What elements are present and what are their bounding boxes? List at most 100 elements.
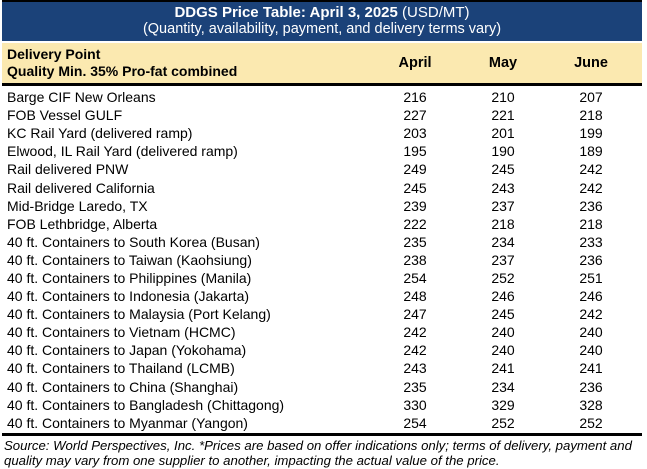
- delivery-point-cell: 40 ft. Containers to Philippines (Manila…: [7, 269, 252, 286]
- table-row: 40 ft. Containers to Indonesia (Jakarta)…: [2, 287, 642, 305]
- month-header-may: May: [488, 54, 518, 71]
- delivery-point-cell: 40 ft. Containers to Taiwan (Kaohsiung): [7, 251, 252, 268]
- delivery-point-cell: Barge CIF New Orleans: [7, 89, 156, 106]
- table-row: Barge CIF New Orleans 216 210 207: [2, 88, 642, 106]
- price-cell-may: 234: [491, 378, 515, 395]
- price-cell-june: 199: [579, 125, 603, 142]
- price-cell-april: 222: [403, 215, 427, 232]
- price-cell-may: 218: [491, 215, 515, 232]
- price-cell-june: 251: [579, 269, 603, 286]
- price-cell-may: 241: [491, 360, 515, 377]
- delivery-point-cell: KC Rail Yard (delivered ramp): [7, 125, 193, 142]
- table-row: 40 ft. Containers to South Korea (Busan)…: [2, 233, 642, 251]
- table-title: DDGS Price Table: April 3, 2025 (USD/MT): [2, 4, 642, 21]
- price-cell-may: 240: [491, 342, 515, 359]
- column-header-row: Delivery Point Quality Min. 35% Pro-fat …: [2, 43, 642, 86]
- table-row: 40 ft. Containers to Bangladesh (Chittag…: [2, 396, 642, 414]
- table-row: 40 ft. Containers to Taiwan (Kaohsiung) 2…: [2, 251, 642, 269]
- table-row: 40 ft. Containers to Philippines (Manila…: [2, 269, 642, 287]
- table-row: FOB Vessel GULF 227 221 218: [2, 106, 642, 124]
- price-cell-april: 238: [403, 251, 427, 268]
- table-row: 40 ft. Containers to Malaysia (Port Kela…: [2, 305, 642, 323]
- price-cell-april: 239: [403, 197, 427, 214]
- table-row: Elwood, IL Rail Yard (delivered ramp) 195…: [2, 142, 642, 160]
- price-cell-june: 207: [579, 89, 603, 106]
- delivery-point-header-line1: Delivery Point: [7, 46, 101, 62]
- price-cell-may: 210: [491, 89, 515, 106]
- table-row: 40 ft. Containers to Japan (Yokohama) 242…: [2, 341, 642, 359]
- price-cell-may: 246: [491, 288, 515, 305]
- price-cell-may: 329: [491, 396, 515, 413]
- price-cell-may: 221: [491, 107, 515, 124]
- table-row: FOB Lethbridge, Alberta 222 218 218: [2, 215, 642, 233]
- table-row: 40 ft. Containers to Thailand (LCMB) 243 2…: [2, 359, 642, 377]
- price-cell-april: 242: [403, 324, 427, 341]
- price-cell-june: 242: [579, 306, 603, 323]
- price-cell-may: 252: [491, 414, 515, 431]
- table-row: 40 ft. Containers to China (Shanghai) 235…: [2, 378, 642, 396]
- table-row: Rail delivered PNW 249 245 242: [2, 160, 642, 178]
- price-cell-june: 218: [579, 107, 603, 124]
- price-table-body: Barge CIF New Orleans 216 210 207 FOB Vessel…: [2, 86, 642, 436]
- price-cell-june: 240: [579, 324, 603, 341]
- price-cell-may: 237: [491, 197, 515, 214]
- delivery-point-header: Delivery Point Quality Min. 35% Pro-fat …: [2, 46, 371, 79]
- delivery-point-cell: 40 ft. Containers to South Korea (Busan): [7, 233, 260, 250]
- delivery-point-cell: 40 ft. Containers to Thailand (LCMB): [7, 360, 235, 377]
- month-header-june: June: [574, 54, 608, 71]
- table-title-band: DDGS Price Table: April 3, 2025 (USD/MT)…: [2, 0, 642, 43]
- price-cell-april: 248: [403, 288, 427, 305]
- price-cell-june: 252: [579, 414, 603, 431]
- month-header-april: April: [398, 54, 432, 71]
- price-cell-april: 254: [403, 414, 427, 431]
- price-cell-june: 218: [579, 215, 603, 232]
- price-cell-june: 236: [579, 197, 603, 214]
- price-cell-april: 227: [403, 107, 427, 124]
- delivery-point-cell: FOB Lethbridge, Alberta: [7, 215, 158, 232]
- price-cell-june: 328: [579, 396, 603, 413]
- delivery-point-header-line2: Quality Min. 35% Pro-fat combined: [7, 62, 238, 79]
- price-cell-april: 243: [403, 360, 427, 377]
- delivery-point-cell: 40 ft. Containers to China (Shanghai): [7, 378, 239, 395]
- table-subtitle: (Quantity, availability, payment, and de…: [142, 21, 502, 37]
- price-cell-may: 245: [491, 161, 515, 178]
- price-cell-april: 195: [403, 143, 427, 160]
- table-title-units: (USD/MT): [397, 4, 470, 21]
- delivery-point-cell: Rail delivered California: [7, 179, 155, 196]
- price-cell-june: 242: [579, 179, 603, 196]
- price-cell-april: 249: [403, 161, 427, 178]
- price-cell-june: 242: [579, 161, 603, 178]
- delivery-point-cell: 40 ft. Containers to Indonesia (Jakarta): [7, 288, 250, 305]
- delivery-point-cell: 40 ft. Containers to Malaysia (Port Kela…: [7, 306, 271, 323]
- price-cell-april: 330: [403, 396, 427, 413]
- price-cell-june: 240: [579, 342, 603, 359]
- price-cell-may: 245: [491, 306, 515, 323]
- price-cell-may: 243: [491, 179, 515, 196]
- price-cell-june: 241: [579, 360, 603, 377]
- price-cell-april: 216: [403, 89, 427, 106]
- price-cell-may: 234: [491, 233, 515, 250]
- price-cell-june: 236: [579, 378, 603, 395]
- table-row: 40 ft. Containers to Myanmar (Yangon) 254…: [2, 414, 642, 432]
- price-cell-april: 235: [403, 233, 427, 250]
- price-cell-june: 233: [579, 233, 603, 250]
- delivery-point-cell: 40 ft. Containers to Myanmar (Yangon): [7, 414, 248, 431]
- price-cell-april: 245: [403, 179, 427, 196]
- price-cell-april: 203: [403, 125, 427, 142]
- price-cell-april: 242: [403, 342, 427, 359]
- delivery-point-cell: FOB Vessel GULF: [7, 107, 123, 124]
- delivery-point-cell: 40 ft. Containers to Bangladesh (Chittag…: [7, 396, 285, 413]
- price-cell-may: 201: [491, 125, 515, 142]
- price-cell-april: 235: [403, 378, 427, 395]
- price-cell-april: 254: [403, 269, 427, 286]
- table-title-main: DDGS Price Table: April 3, 2025: [174, 4, 398, 21]
- delivery-point-cell: Mid-Bridge Laredo, TX: [7, 197, 148, 214]
- price-cell-april: 247: [403, 306, 427, 323]
- price-cell-june: 189: [579, 143, 603, 160]
- price-cell-may: 252: [491, 269, 515, 286]
- table-row: Mid-Bridge Laredo, TX 239 237 236: [2, 197, 642, 215]
- price-cell-may: 240: [491, 324, 515, 341]
- table-row: Rail delivered California 245 243 242: [2, 178, 642, 196]
